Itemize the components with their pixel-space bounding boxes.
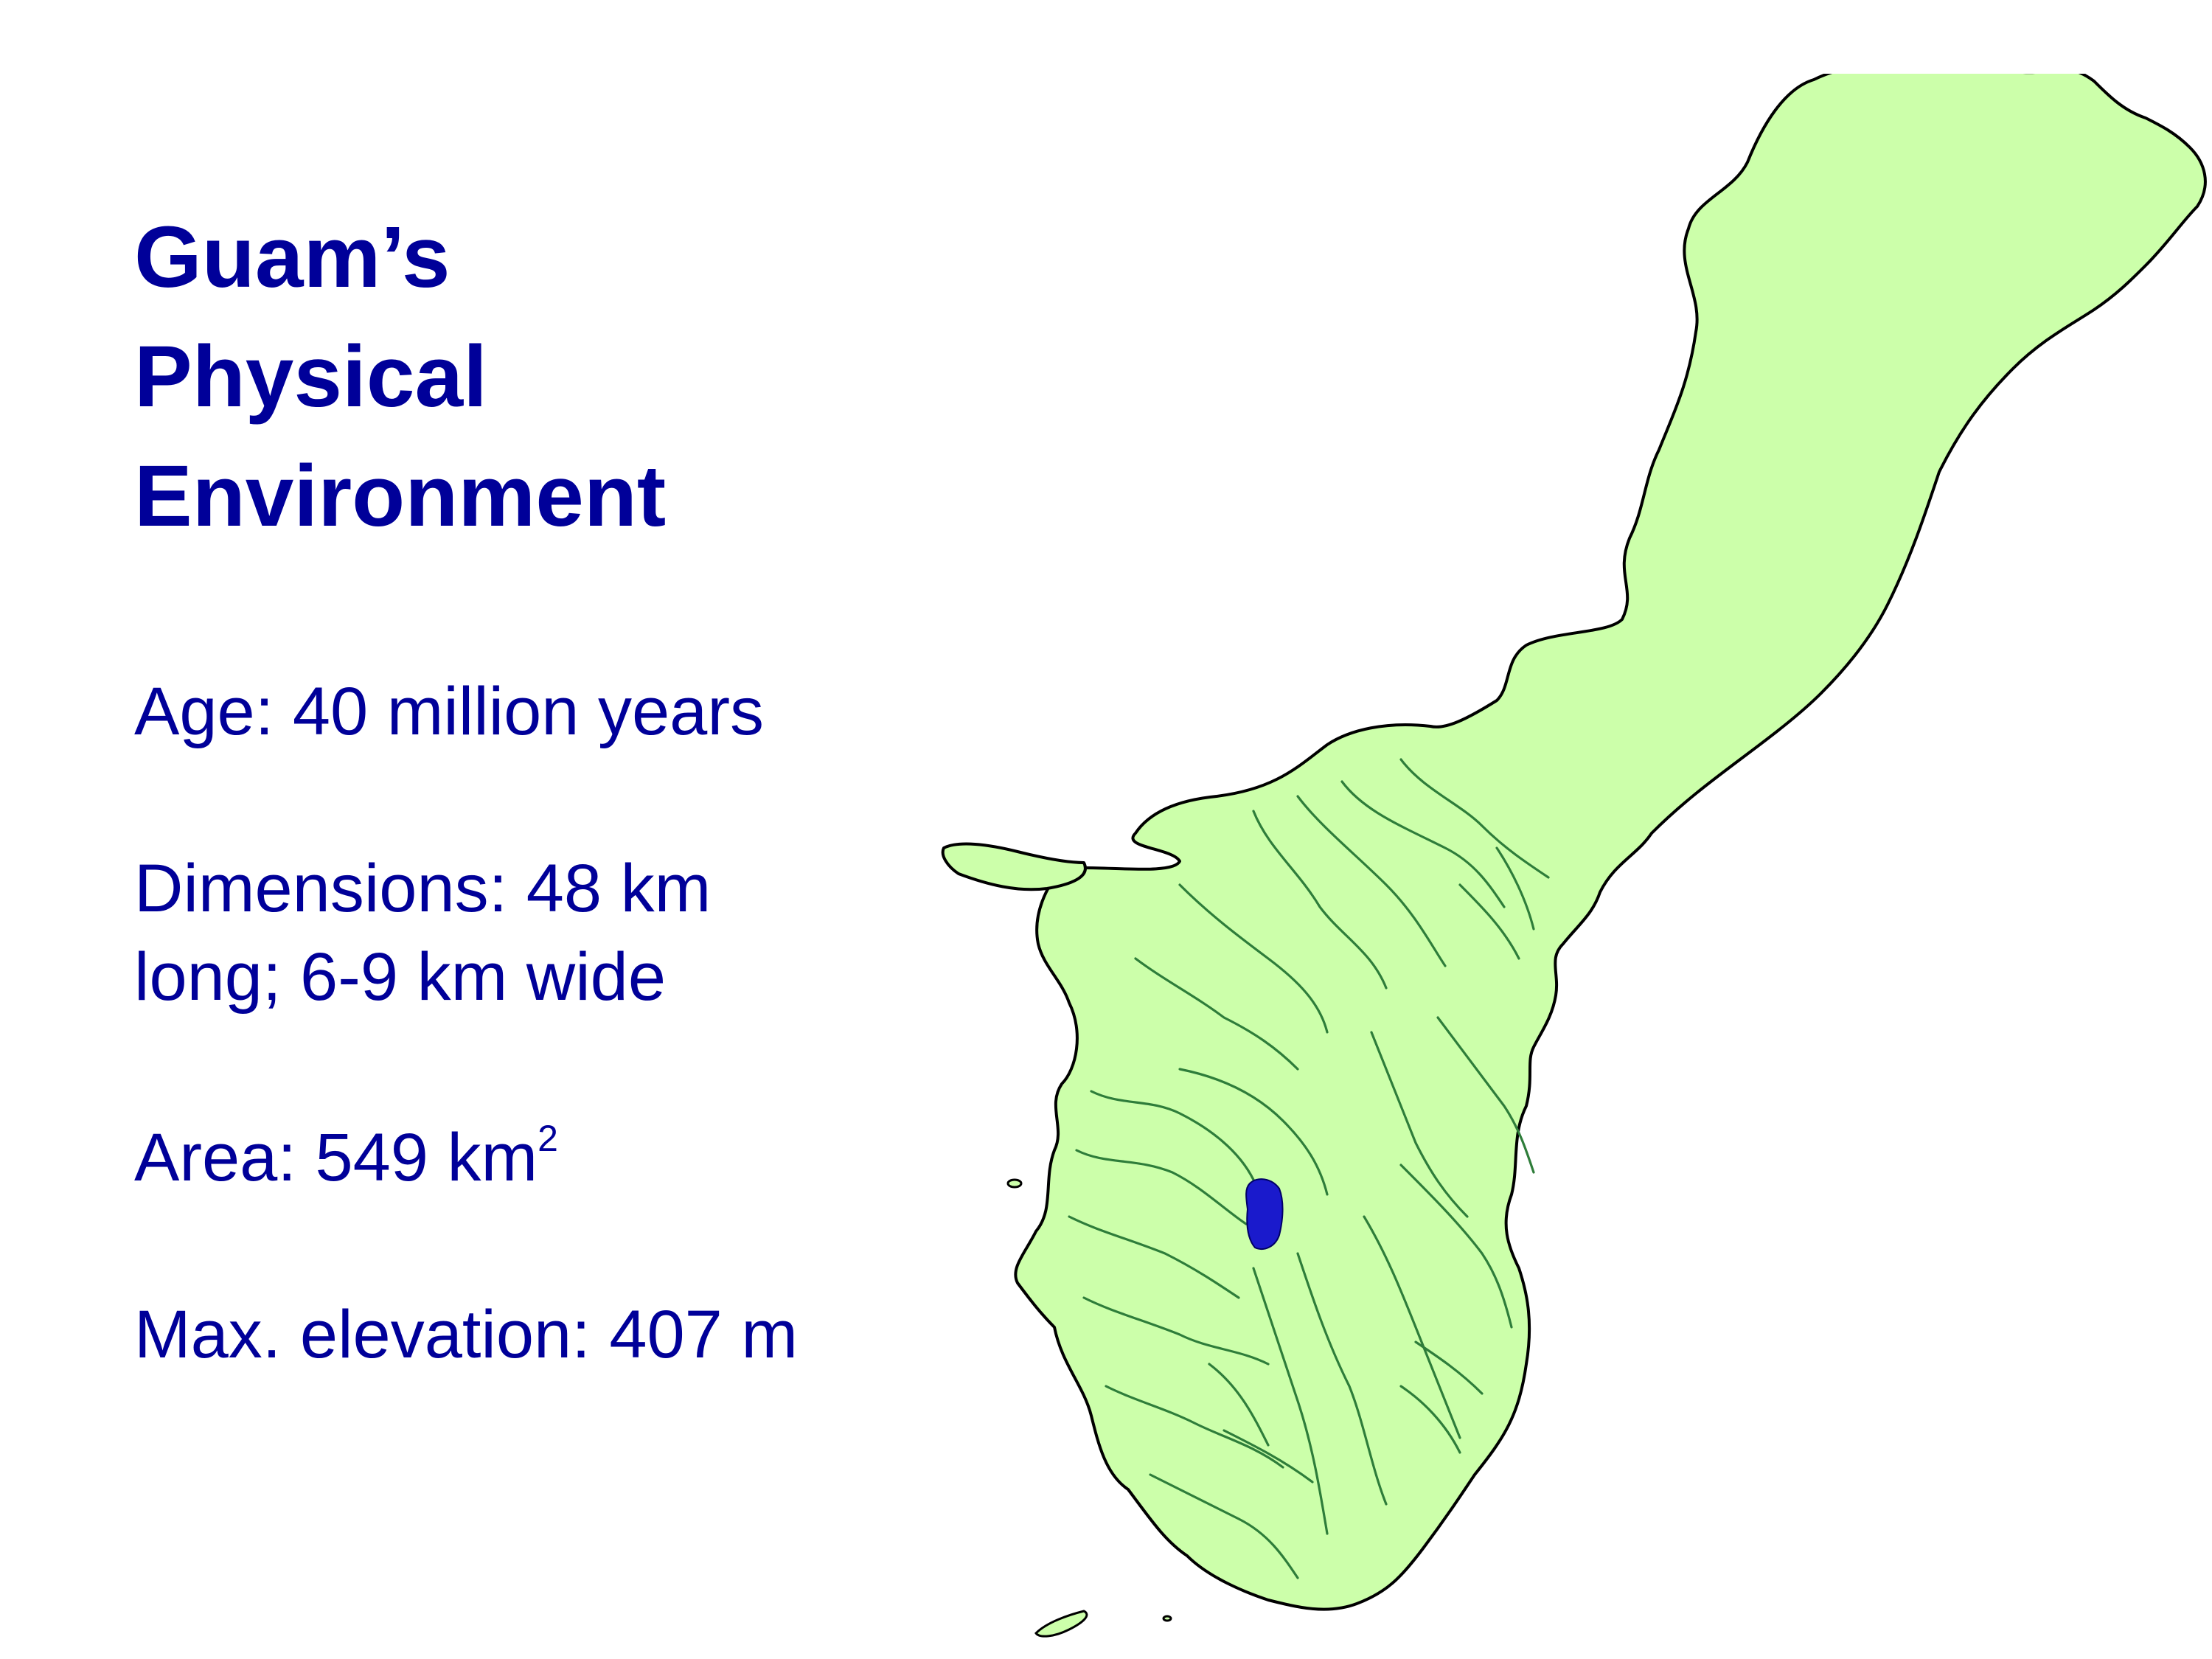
elevation-fact: Max. elevation: 407 m [134, 1297, 799, 1372]
area-fact: Area: 549 km2 [134, 1113, 558, 1202]
dimensions-line-2: long; 6-9 km wide [134, 939, 666, 1015]
river [1105, 1385, 1284, 1469]
island-landmass [1014, 74, 2207, 1611]
southern-islet [1034, 1610, 1088, 1638]
title-line-3: Environment [134, 448, 667, 545]
northwest-peninsula [941, 842, 1087, 891]
river [1296, 795, 1447, 967]
river [1082, 1296, 1270, 1366]
guam-map [941, 74, 2207, 1638]
dimensions-line-1: Dimensions: 48 km [134, 851, 712, 926]
river [1363, 1215, 1461, 1439]
river [1149, 1473, 1299, 1579]
age-fact: Age: 40 million years [134, 674, 764, 749]
river [1090, 1090, 1255, 1181]
area-superscript: 2 [538, 1118, 558, 1159]
river [1399, 758, 1550, 879]
river [1208, 1363, 1314, 1484]
river [1134, 957, 1299, 1071]
reservoir [1245, 1178, 1284, 1250]
west-islet [1006, 1178, 1023, 1189]
river [1340, 780, 1506, 908]
southeast-islet [1162, 1615, 1172, 1622]
river [1178, 883, 1329, 1034]
river [1399, 1340, 1484, 1454]
river [1075, 1149, 1248, 1225]
river [1458, 846, 1535, 960]
river [1296, 1252, 1388, 1506]
river [1436, 1016, 1535, 1174]
river-network [1068, 758, 1550, 1579]
title-line-1: Guam’s [134, 209, 451, 306]
river [1370, 1031, 1469, 1218]
area-text: Area: 549 km [134, 1120, 538, 1195]
river [1178, 1068, 1329, 1196]
river [1068, 1215, 1240, 1299]
title-line-2: Physical [134, 328, 487, 425]
river [1399, 1164, 1513, 1329]
river [1252, 1267, 1329, 1535]
river [1252, 810, 1388, 990]
dimensions-fact: Dimensions: 48 km long; 6-9 km wide [134, 844, 711, 1021]
slide-title: Guam’s Physical Environment [134, 198, 666, 556]
